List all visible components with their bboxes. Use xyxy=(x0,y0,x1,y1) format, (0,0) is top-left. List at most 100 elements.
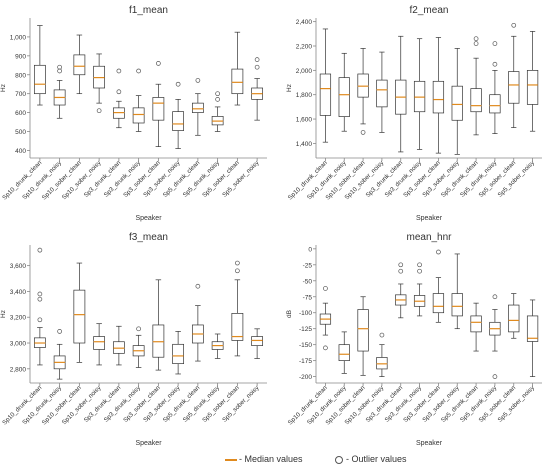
iqr-box xyxy=(231,313,244,341)
iqr-box xyxy=(172,343,185,365)
iqr-box xyxy=(33,64,46,95)
outlier-point xyxy=(398,268,404,274)
x-tick-label: Sp5_sober_noisy xyxy=(221,159,261,199)
legend-outlier-label: - Outlier values xyxy=(346,454,407,464)
box-2 xyxy=(357,296,369,376)
y-tick-label: -75 xyxy=(303,294,313,301)
iqr-box xyxy=(470,315,482,333)
y-tick-label: 3,200 xyxy=(10,315,27,322)
y-tick-label: -100 xyxy=(299,310,312,317)
iqr-box xyxy=(152,97,165,121)
y-tick-label: -125 xyxy=(299,326,312,333)
iqr-box xyxy=(251,336,264,346)
median-swatch xyxy=(225,458,237,461)
box-9 xyxy=(489,41,501,135)
outlier-point xyxy=(136,68,141,74)
box-1 xyxy=(53,64,66,119)
y-tick-label: 600 xyxy=(15,110,26,117)
box-4 xyxy=(112,68,125,129)
box-7 xyxy=(172,81,185,149)
box-5 xyxy=(132,68,145,132)
box-5 xyxy=(413,38,426,150)
outlier-point xyxy=(235,268,240,274)
box-10 xyxy=(231,31,244,106)
y-tick-label: 1,000 xyxy=(10,34,27,41)
y-tick-label: 900 xyxy=(15,53,26,60)
iqr-box xyxy=(357,309,369,352)
y-tick-label: 700 xyxy=(15,91,26,98)
iqr-box xyxy=(508,304,520,333)
mean-hnr-panel: mean_hnr -200 -175 -150 -125 -100 -75 -50 -25 0 dB… xyxy=(286,232,542,447)
box-8 xyxy=(470,302,482,352)
box-9 xyxy=(211,333,224,359)
iqr-box xyxy=(526,315,539,342)
box-4 xyxy=(395,262,407,319)
outlier-point xyxy=(116,68,122,74)
box-2 xyxy=(357,48,369,135)
legend-median: - Median values xyxy=(225,454,303,464)
iqr-box xyxy=(191,102,204,113)
outlier-point xyxy=(96,108,102,114)
iqr-box xyxy=(508,71,520,104)
outlier-point xyxy=(417,262,422,268)
box-6 xyxy=(432,249,445,323)
y-tick-label: 0 xyxy=(308,246,312,253)
box-1 xyxy=(338,331,350,374)
outlier-point xyxy=(57,64,62,70)
box-6 xyxy=(152,279,165,371)
iqr-box xyxy=(451,85,463,121)
outlier-point xyxy=(254,64,260,70)
f3-mean-panel: f3_mean2,8003,0003,2003,4003,600HzSp10_d… xyxy=(0,232,267,447)
box-7 xyxy=(451,48,463,155)
x-axis-label: Speaker xyxy=(416,215,443,222)
chart-title: f1_mean xyxy=(129,5,168,16)
f1-mean-panel: f1_mean4005006007008009001,000HzSp10_dru… xyxy=(0,5,267,222)
y-axis-label: Hz xyxy=(0,84,7,92)
y-axis-label: dB xyxy=(286,310,293,318)
iqr-box xyxy=(172,111,185,131)
y-tick-label: 800 xyxy=(15,72,26,79)
iqr-box xyxy=(526,69,539,105)
y-tick-label: 3,600 xyxy=(10,263,27,270)
outlier-point xyxy=(37,296,43,302)
outlier-point xyxy=(195,283,201,289)
box-4 xyxy=(112,325,125,366)
outlier-point xyxy=(417,268,422,274)
iqr-box xyxy=(470,88,482,113)
box-3 xyxy=(93,323,106,366)
iqr-box xyxy=(132,107,145,124)
y-tick-label: 2,800 xyxy=(10,366,27,373)
outlier-point xyxy=(379,332,385,338)
y-tick-label: -200 xyxy=(299,374,312,381)
box-9 xyxy=(489,294,501,379)
y-tick-label: 1,800 xyxy=(296,92,313,99)
y-axis-label: Hz xyxy=(0,310,7,318)
chart-title: f2_mean xyxy=(410,5,449,16)
outlier-point xyxy=(398,262,404,268)
y-tick-label: 3,400 xyxy=(10,289,27,296)
outlier-point xyxy=(473,36,479,42)
box-2 xyxy=(73,262,86,363)
x-axis-label: Speaker xyxy=(135,215,162,222)
outlier-point xyxy=(215,91,220,97)
box-8 xyxy=(470,36,482,136)
outlier-point xyxy=(175,81,181,87)
x-axis-label: Speaker xyxy=(416,440,443,447)
outlier-point xyxy=(156,61,161,66)
outlier-point xyxy=(116,89,122,95)
y-tick-label: 1,400 xyxy=(296,141,313,148)
box-0 xyxy=(319,28,332,143)
outlier-point xyxy=(473,41,479,46)
x-tick-label: Sp5_sober_noisy xyxy=(221,384,261,424)
iqr-box xyxy=(93,336,106,350)
box-5 xyxy=(413,262,426,317)
iqr-box xyxy=(432,293,445,314)
box-10 xyxy=(508,22,520,128)
iqr-box xyxy=(112,341,125,354)
outlier-point xyxy=(323,286,328,291)
iqr-box xyxy=(432,80,445,114)
outlier-point xyxy=(492,374,498,379)
box-11 xyxy=(526,299,539,377)
y-tick-label: 2,400 xyxy=(296,19,313,26)
